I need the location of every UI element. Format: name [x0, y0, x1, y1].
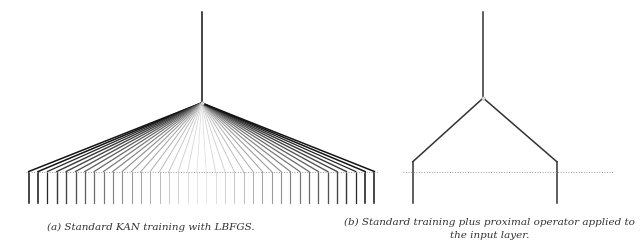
Text: (b) Standard training plus proximal operator applied to: (b) Standard training plus proximal oper…: [344, 218, 635, 227]
Text: the input layer.: the input layer.: [450, 231, 529, 240]
Text: (a) Standard KAN training with LBFGS.: (a) Standard KAN training with LBFGS.: [47, 222, 254, 232]
